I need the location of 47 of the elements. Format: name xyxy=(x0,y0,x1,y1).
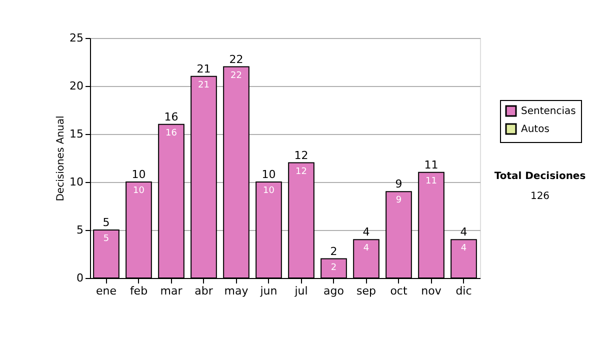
y-tick-label: 10 xyxy=(70,176,84,188)
legend-label: Autos xyxy=(521,124,550,135)
text: Total Decisiones xyxy=(494,171,586,182)
data-label: 9 xyxy=(396,196,402,206)
data-label: 4 xyxy=(460,244,467,254)
x-tick-label: oct xyxy=(390,284,408,298)
total-label: 10 xyxy=(262,168,276,181)
data-label: 10 xyxy=(263,186,275,196)
x-tick-label: nov xyxy=(421,284,442,298)
total-label: 16 xyxy=(164,110,178,124)
total-label: 4 xyxy=(460,226,468,239)
x-tick-label: jun xyxy=(259,284,278,298)
legend-label: Sentencias xyxy=(521,106,576,117)
x-tick-label: sep xyxy=(356,284,376,298)
x-tick-label: abr xyxy=(194,284,214,298)
y-tick-label: 0 xyxy=(76,272,84,284)
x-tick-label: ene xyxy=(96,284,117,298)
x-tick-label: ago xyxy=(324,284,344,298)
data-label: 11 xyxy=(426,176,437,186)
y-tick-label: 25 xyxy=(70,32,84,44)
total-label: 2 xyxy=(330,244,338,258)
total-label: 22 xyxy=(229,52,244,66)
y-tick-label: 15 xyxy=(70,128,84,140)
data-label: 5 xyxy=(103,234,110,244)
x-tick-label: jul xyxy=(294,284,308,298)
total-label: 9 xyxy=(395,178,402,191)
data-label: 4 xyxy=(363,244,370,254)
total-label: 10 xyxy=(132,168,146,181)
x-tick-label: may xyxy=(224,284,249,298)
data-label: 10 xyxy=(133,186,145,196)
total-label: 11 xyxy=(424,158,438,172)
x-tick-label: dic xyxy=(456,284,472,298)
x-tick-label: feb xyxy=(130,284,148,298)
data-label: 22 xyxy=(230,70,242,81)
total-label: 12 xyxy=(294,148,308,162)
total-label: 4 xyxy=(362,226,370,239)
data-label: 2 xyxy=(330,262,337,273)
y-tick-label: 20 xyxy=(70,80,84,92)
total-label: 21 xyxy=(196,62,211,76)
y-tick-label: 5 xyxy=(76,224,84,236)
text: 126 xyxy=(530,191,550,202)
data-label: 16 xyxy=(166,128,178,138)
total-label: 5 xyxy=(102,216,110,229)
data-label: 21 xyxy=(198,80,210,90)
y-axis-title: Decisiones Anual xyxy=(56,116,67,202)
x-tick-label: mar xyxy=(160,284,183,298)
data-label: 12 xyxy=(296,166,307,177)
